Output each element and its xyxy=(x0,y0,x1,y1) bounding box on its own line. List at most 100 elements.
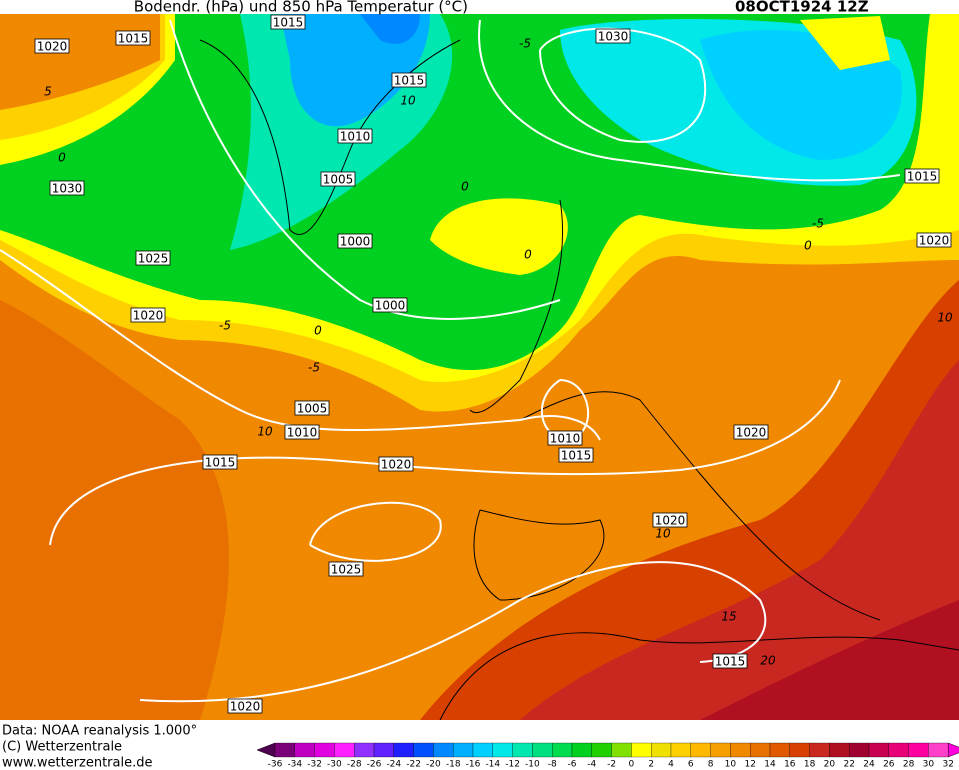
isobar-label-box xyxy=(904,168,940,184)
isobar xyxy=(169,19,561,320)
isobar-label-box xyxy=(130,307,166,323)
temp-zone xyxy=(800,16,890,70)
colorbar-swatch xyxy=(512,742,533,758)
temperature-label: -5 xyxy=(812,217,824,231)
temperature-label: -5 xyxy=(308,361,320,375)
isobar-label-box xyxy=(270,14,306,30)
temperature-label: 10 xyxy=(400,94,416,108)
temperature-label: 5 xyxy=(44,85,52,99)
isobar-label: 1030 xyxy=(52,182,83,196)
isobar-label: 1020 xyxy=(37,40,68,54)
colorbar-swatch xyxy=(730,742,751,758)
footer-line: (C) Wetterzentrale xyxy=(2,740,122,755)
colorbar-swatch xyxy=(413,742,434,758)
isobar-label-box xyxy=(320,171,356,187)
colorbar-label: -22 xyxy=(406,760,421,770)
colorbar-label: 18 xyxy=(804,760,816,770)
isobar-label-box xyxy=(595,28,631,44)
colorbar-swatch xyxy=(393,742,414,758)
colorbar: -36 -34 -32 -30 -28 -26 -24 -22 -20 -18 -16 -14 -12-… xyxy=(256,742,959,770)
colorbar-swatch xyxy=(453,742,474,758)
temperature-label: 0 xyxy=(314,324,322,338)
colorbar-swatch xyxy=(314,742,335,758)
isobar-label-box xyxy=(337,233,373,249)
colorbar-swatch xyxy=(334,742,355,758)
temperature-label: 20 xyxy=(760,654,776,668)
isobar-label: 1015 xyxy=(907,170,938,184)
temp-zone xyxy=(700,600,959,720)
colorbar-label: 28 xyxy=(903,760,915,770)
temp-zone xyxy=(520,360,959,720)
isobar-label-box xyxy=(115,30,151,46)
colorbar-swatch xyxy=(373,742,394,758)
temperature-label: 0 xyxy=(461,180,469,194)
map-date: 08OCT1924 12Z xyxy=(735,0,869,16)
isobar-label-box xyxy=(712,653,748,669)
map xyxy=(0,14,959,721)
colorbar-label: 20 xyxy=(824,760,836,770)
isobar-label: 1020 xyxy=(919,234,950,248)
isobar-label: 1010 xyxy=(287,426,318,440)
colorbar-label: -30 xyxy=(327,760,342,770)
colorbar-swatch xyxy=(908,742,929,758)
colorbar-label: -20 xyxy=(426,760,441,770)
colorbar-label: 22 xyxy=(843,760,854,770)
colorbar-label: 12 xyxy=(744,760,755,770)
isobar-label-box xyxy=(135,250,171,266)
colorbar-swatch xyxy=(631,742,652,758)
colorbar-label: 0 xyxy=(629,760,635,770)
isobar-label: 1025 xyxy=(331,563,362,577)
colorbar-swatch xyxy=(492,742,513,758)
coastline xyxy=(469,199,881,621)
isobar-label: 1030 xyxy=(598,30,629,44)
colorbar-swatch xyxy=(532,742,553,758)
colorbar-label: -24 xyxy=(386,760,401,770)
isobar xyxy=(309,501,442,562)
colorbar-swatch xyxy=(611,742,632,758)
isobar-label-box xyxy=(547,430,583,446)
isobar-label-box xyxy=(337,128,373,144)
isobar-label-box xyxy=(372,297,408,313)
colorbar-swatch xyxy=(670,742,691,758)
colorbar-label: -34 xyxy=(287,760,302,770)
isobar-label-box xyxy=(34,38,70,54)
footer-line: www.wetterzentrale.de xyxy=(2,756,152,770)
isobar xyxy=(49,379,841,546)
isobar-label: 1015 xyxy=(561,449,592,463)
isobar-label: 1005 xyxy=(297,402,328,416)
colorbar-label: 16 xyxy=(784,760,796,770)
colorbar-label: 30 xyxy=(923,760,935,770)
isobar-label-box xyxy=(328,561,364,577)
colorbar-swatch xyxy=(690,742,711,758)
colorbar-swatch xyxy=(710,742,731,758)
header-background xyxy=(0,0,959,14)
isobar-label: 1020 xyxy=(381,458,412,472)
colorbar-label: -28 xyxy=(347,760,362,770)
temperature-label: -5 xyxy=(219,319,231,333)
colorbar-label: 14 xyxy=(764,760,776,770)
colorbar-label: -6 xyxy=(568,760,577,770)
colorbar-label: 24 xyxy=(863,760,875,770)
isobar-label-box xyxy=(202,454,238,470)
colorbar-swatch xyxy=(433,742,454,758)
colorbar-label: -36 xyxy=(268,760,283,770)
colorbar-label: 32 xyxy=(942,760,953,770)
footer-line: Data: NOAA reanalysis 1.000° xyxy=(2,724,197,739)
colorbar-label: 10 xyxy=(725,760,737,770)
isobar-label: 1015 xyxy=(118,32,149,46)
colorbar-swatch xyxy=(789,742,810,758)
colorbar-swatch xyxy=(928,742,949,758)
colorbar-label: 6 xyxy=(688,760,694,770)
isobar-label: 1015 xyxy=(715,655,746,669)
colorbar-swatch xyxy=(571,742,592,758)
colorbar-label: -2 xyxy=(607,760,616,770)
colorbar-label: -10 xyxy=(525,760,540,770)
isobar-label: 1015 xyxy=(205,456,236,470)
isobar-label: 1020 xyxy=(655,514,686,528)
colorbar-swatch xyxy=(849,742,870,758)
isobar-label-box xyxy=(49,180,85,196)
temperature-label: 10 xyxy=(937,311,953,325)
isobar-label-box xyxy=(733,424,769,440)
